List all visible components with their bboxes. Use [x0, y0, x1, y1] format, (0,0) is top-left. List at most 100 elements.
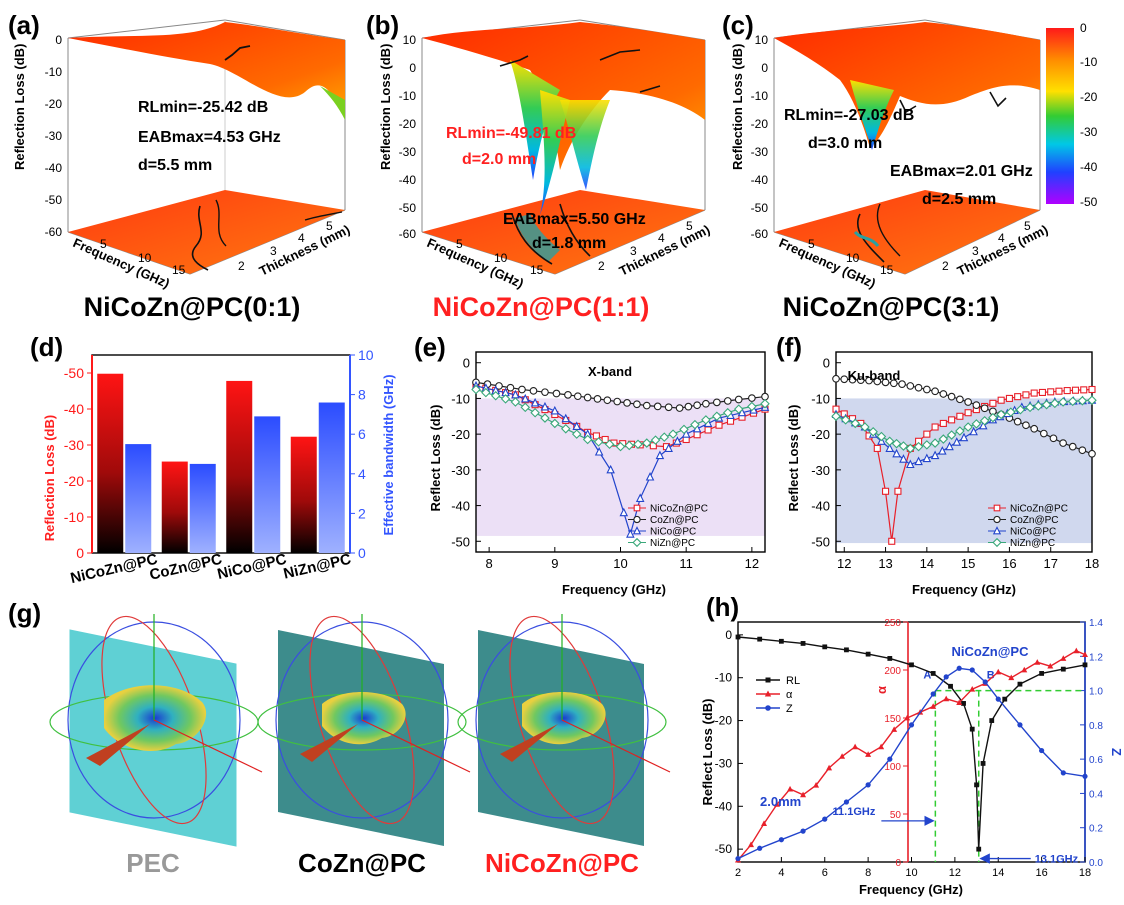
label-nicozn: NiCoZn@PC: [485, 848, 639, 878]
x-axis-label: Frequency (GHz): [859, 882, 963, 897]
data-point: [735, 855, 741, 862]
data-point: [1038, 388, 1047, 396]
z-tick: -50: [45, 193, 63, 207]
data-point: [633, 515, 641, 524]
data-point: [1082, 773, 1088, 779]
chart-title: X-band: [588, 364, 632, 379]
floor-contour-line: [304, 211, 343, 221]
x-tick-label: NiCo@PC: [216, 551, 289, 583]
data-point: [550, 418, 560, 429]
data-point: [868, 426, 878, 437]
data-point: [876, 431, 887, 442]
data-point: [952, 437, 962, 446]
data-point: [564, 391, 572, 399]
data-point: [899, 454, 908, 463]
data-point: [922, 453, 932, 463]
data-point: [655, 450, 665, 460]
y3-tick-label: 0.6: [1089, 755, 1103, 766]
z-tick: -60: [751, 227, 769, 241]
data-point: [995, 696, 1001, 702]
colorbar-gradient: [1046, 28, 1074, 204]
scattering-lobe-beam: [300, 724, 358, 762]
surface-mesh: [68, 22, 345, 118]
data-point: [955, 426, 965, 436]
z-tick: -30: [751, 145, 769, 159]
bar-reflection-loss: [97, 373, 124, 553]
data-point: [541, 388, 549, 397]
data-point: [963, 422, 973, 432]
data-point: [593, 437, 604, 447]
legend-marker: [764, 690, 772, 697]
data-point: [997, 396, 1005, 404]
data-point: [701, 415, 711, 425]
data-point: [642, 401, 651, 410]
panel-d-bar-chart: (d) -50-40-30-20-100 0246810NiCoZn@PCCoZn…: [30, 332, 396, 587]
data-point: [1047, 388, 1055, 396]
data-point: [878, 743, 885, 750]
annotation-eab: EABmax=4.53 GHz: [138, 129, 281, 146]
caption-c: NiCoZn@PC(3:1): [783, 292, 1000, 322]
data-point: [923, 430, 931, 438]
data-point: [956, 395, 964, 404]
surface-absorption-peak: [540, 90, 570, 215]
y3-tick-label: 1.2: [1089, 652, 1103, 663]
data-point: [822, 816, 828, 822]
colorbar-tick: -50: [1080, 195, 1098, 209]
x-tick-label: 15: [961, 556, 975, 571]
data-point: [959, 432, 969, 442]
y-tick-label: -20: [811, 427, 830, 442]
data-point: [943, 674, 949, 680]
data-point: [606, 464, 615, 474]
z-axis-label: Reflection Loss (dB): [730, 44, 745, 170]
data-point: [840, 415, 851, 425]
x-tick-label: 2: [735, 867, 741, 879]
thickness-label: 2.0mm: [760, 794, 801, 809]
y3-tick-label: 1.0: [1089, 687, 1103, 698]
panel-e-line-chart: (e) 8 9 10 11 12 0 -10 -20 -30 -40 -50 NiCoZn@PCCoZ…: [414, 332, 770, 597]
x-tick: 15: [172, 263, 186, 277]
colorbar-ticks: 0 -10 -20 -30 -40 -50: [1080, 21, 1098, 209]
data-point: [905, 443, 916, 454]
data-point: [1034, 659, 1041, 665]
data-point: [712, 411, 722, 422]
data-point: [881, 378, 890, 387]
floor-contour-blob: [515, 214, 560, 262]
series-line-α: [737, 650, 1086, 861]
z-axis-ticks: 0 -10 -20 -30 -40 -50 -60: [45, 33, 63, 239]
y-tick-label: -20: [715, 714, 733, 728]
data-point: [948, 416, 956, 424]
y-tick-label: -20: [64, 473, 84, 489]
data-point: [552, 389, 561, 398]
annotation-thickness-eab: d=1.8 mm: [532, 235, 606, 252]
y-tick-label: -30: [715, 756, 733, 770]
y2-tick-label: 50: [890, 810, 902, 821]
legend-label: CoZn@PC: [1010, 515, 1059, 526]
y-axis-label: Reflection Loss (dB): [42, 415, 57, 541]
y2-tick-label: 4: [358, 466, 366, 482]
data-point: [996, 409, 1006, 420]
data-point: [664, 443, 673, 452]
data-point: [659, 432, 670, 442]
data-point: [604, 439, 615, 450]
data-point: [800, 828, 806, 834]
data-point: [884, 436, 895, 447]
data-point: [989, 399, 997, 407]
x-tick: 5: [100, 237, 107, 251]
data-point: [757, 636, 763, 642]
annotation-thickness: d=5.5 mm: [138, 157, 212, 174]
data-point: [1039, 671, 1045, 676]
legend-marker: [765, 677, 771, 683]
z-tick: -50: [751, 201, 769, 215]
data-point: [1080, 386, 1088, 394]
data-point: [913, 441, 924, 452]
z-tick: -40: [751, 173, 769, 187]
data-point: [1060, 666, 1066, 672]
scattering-lobe-beam: [86, 724, 150, 766]
data-point: [832, 374, 840, 383]
data-point: [865, 782, 871, 788]
z-tick: -30: [45, 129, 63, 143]
data-point: [747, 401, 757, 412]
data-point: [1015, 404, 1026, 415]
x-tick-label: NiZn@PC: [282, 551, 353, 583]
